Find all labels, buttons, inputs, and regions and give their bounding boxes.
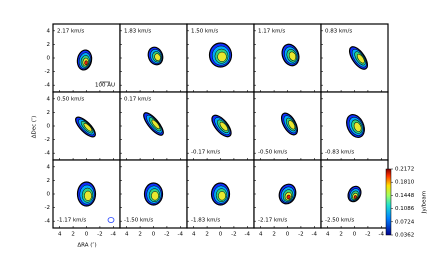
velocity-label: 1.17 km/s: [258, 29, 285, 35]
velocity-label: 1.50 km/s: [191, 29, 218, 35]
x-tick-label: 4: [125, 232, 129, 238]
x-tick-label: -2: [97, 232, 102, 238]
colorbar: [385, 168, 392, 236]
colorbar-tick-label: 0.1086: [395, 206, 415, 212]
emission: [286, 194, 291, 200]
x-tick-label: 2: [205, 232, 209, 238]
panel: 1.50 km/s: [186, 23, 255, 93]
emission: [84, 190, 92, 201]
x-tick-label: 0: [85, 232, 89, 238]
x-tick-label: 4: [259, 232, 263, 238]
velocity-label: 0.17 km/s: [124, 97, 151, 103]
colorbar-label: Jy/beam: [422, 191, 428, 214]
x-tick-label: 2: [339, 232, 343, 238]
emission: [151, 119, 160, 130]
emission: [154, 53, 161, 61]
panel: 4 2 0 -2 -4 -1.50 km/s: [119, 159, 188, 238]
velocity-label: 0.83 km/s: [325, 29, 352, 35]
panel: 4 2 0 -2 -4 -2.17 km/s: [253, 159, 322, 238]
panel: 0.83 km/s: [320, 23, 389, 93]
y-tick-label: 2: [47, 42, 51, 48]
y-tick-label: 0: [47, 192, 51, 198]
y-tick-label: 0: [47, 124, 51, 130]
x-tick-label: -2: [164, 232, 169, 238]
colorbar-tick-label: 0.1448: [395, 193, 415, 199]
velocity-label: -2.50 km/s: [325, 218, 354, 224]
x-tick-label: 0: [152, 232, 156, 238]
x-tick-label: -4: [245, 232, 251, 238]
x-tick-label: 2: [272, 232, 276, 238]
emission: [84, 60, 88, 65]
y-tick-label: 4: [47, 164, 51, 170]
velocity-label: -1.50 km/s: [124, 218, 153, 224]
y-tick-label: -2: [45, 137, 50, 143]
colorbar-tick-label: 0.2172: [395, 167, 414, 173]
x-tick-label: -4: [178, 232, 184, 238]
velocity-label: -1.83 km/s: [191, 218, 220, 224]
velocity-label: -1.17 km/s: [57, 218, 86, 224]
y-tick-label: -4: [45, 219, 51, 225]
y-tick-label: 4: [47, 96, 51, 102]
velocity-label: -2.17 km/s: [258, 218, 287, 224]
panel: 4 2 0 -2 -4 4 2 0 -2 -4 -1.17 km/s: [45, 159, 121, 238]
x-tick-label: -2: [365, 232, 370, 238]
emission: [288, 120, 296, 130]
x-tick-label: 2: [138, 232, 142, 238]
velocity-label: 0.50 km/s: [57, 97, 84, 103]
panel: -0.17 km/s: [186, 91, 255, 161]
panel: -0.83 km/s: [320, 91, 389, 161]
x-tick-label: 0: [353, 232, 357, 238]
emission: [151, 191, 159, 201]
panel: 4 2 0 -2 -4 2.17 km/s 100 AU: [45, 23, 121, 93]
velocity-label: -0.83 km/s: [325, 150, 354, 156]
x-tick-label: 2: [71, 232, 75, 238]
x-tick-label: -4: [379, 232, 385, 238]
y-tick-label: 2: [47, 178, 51, 184]
panel: 1.83 km/s: [119, 23, 188, 93]
x-tick-label: -4: [111, 232, 117, 238]
y-tick-label: 2: [47, 110, 51, 116]
velocity-label: -0.50 km/s: [258, 150, 287, 156]
panel: -0.50 km/s: [253, 91, 322, 161]
y-tick-label: -2: [45, 69, 50, 75]
emission: [217, 51, 227, 62]
scale-bar-label: 100 AU: [95, 83, 115, 89]
x-tick-label: -2: [298, 232, 303, 238]
x-tick-label: 0: [219, 232, 223, 238]
emission: [219, 121, 228, 131]
velocity-label: -0.17 km/s: [191, 150, 220, 156]
y-tick-label: -4: [45, 83, 51, 89]
emission: [83, 123, 93, 132]
panel: 4 2 0 -2 -4 0.50 km/s: [45, 91, 121, 161]
emission: [356, 53, 365, 64]
x-tick-label: -4: [312, 232, 318, 238]
panel: 1.17 km/s: [253, 23, 322, 93]
y-tick-label: -2: [45, 205, 50, 211]
panel: 4 2 0 -2 -4 -1.83 km/s: [186, 159, 255, 238]
y-axis-label: ΔDec (″): [32, 116, 38, 139]
x-tick-label: 4: [326, 232, 330, 238]
beam: [107, 217, 115, 223]
x-tick-label: 4: [192, 232, 196, 238]
x-tick-label: 4: [58, 232, 62, 238]
x-tick-label: 0: [286, 232, 290, 238]
y-tick-label: -4: [45, 151, 51, 157]
emission: [353, 122, 362, 132]
y-tick-label: 4: [47, 28, 51, 34]
velocity-label: 1.83 km/s: [124, 29, 151, 35]
emission: [288, 51, 297, 61]
panel: 0.17 km/s: [119, 91, 188, 161]
panel: 4 2 0 -2 -4 -2.50 km/s: [320, 159, 389, 238]
y-tick-label: 0: [47, 56, 51, 62]
colorbar-tick-label: 0.0362: [395, 233, 414, 239]
emission: [353, 195, 357, 199]
x-tick-label: -2: [231, 232, 236, 238]
x-axis-label: ΔRA (″): [77, 243, 96, 249]
colorbar-tick-label: 0.0724: [395, 219, 415, 225]
velocity-label: 2.17 km/s: [57, 29, 84, 35]
emission: [218, 191, 226, 201]
colorbar-tick-label: 0.1810: [395, 180, 415, 186]
